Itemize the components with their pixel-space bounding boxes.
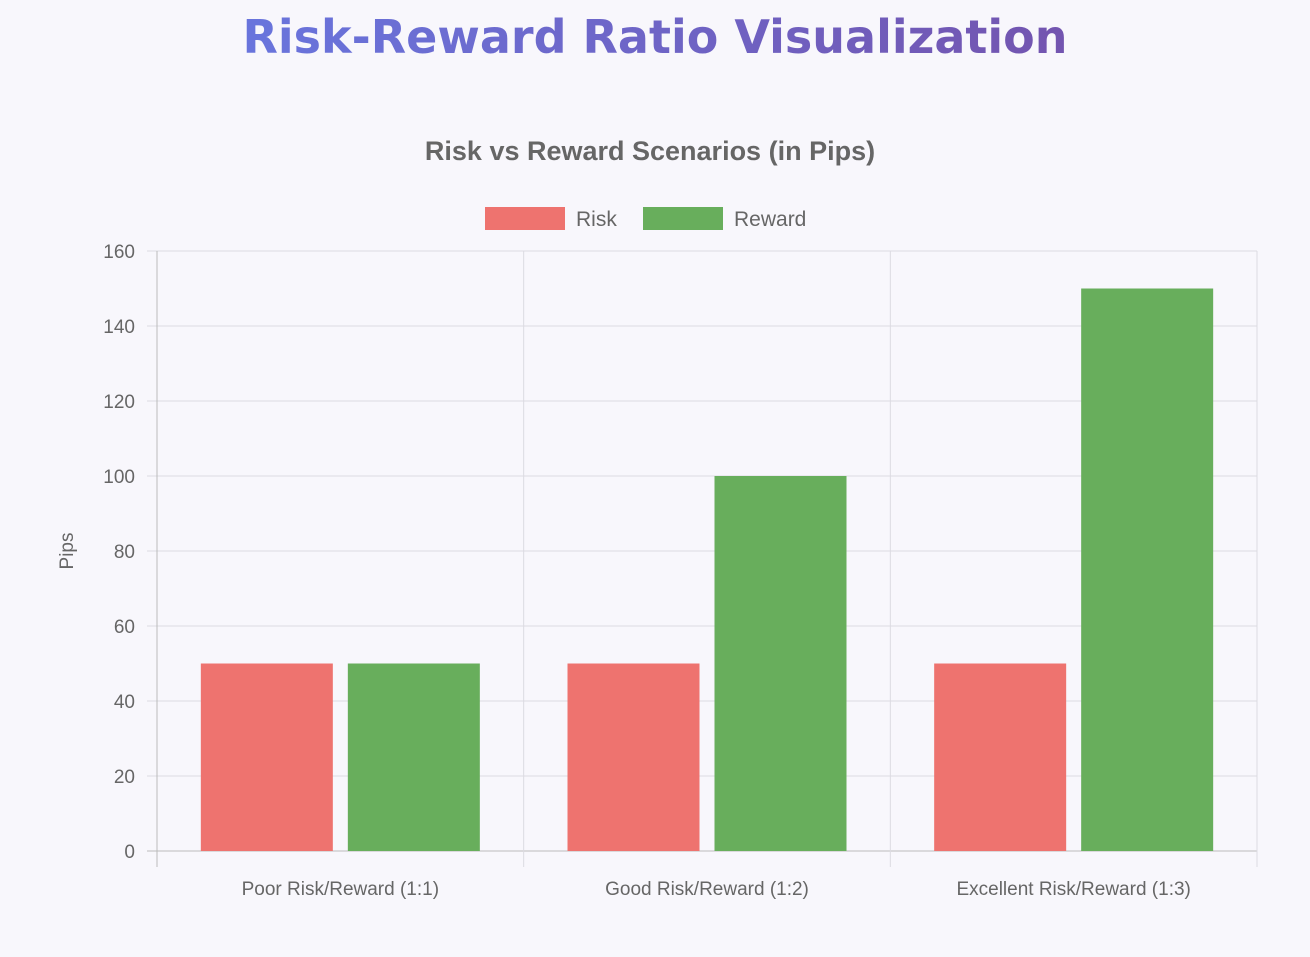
x-tick-label: Poor Risk/Reward (1:1) (242, 879, 439, 900)
y-tick-label: 0 (124, 842, 135, 863)
bar-risk (567, 663, 700, 851)
legend: Risk Reward (485, 207, 806, 231)
legend-swatch-risk (485, 207, 565, 230)
axis-labels: 0 20 40 60 80 100 120 140 160 Poor Risk/Reward (1… (103, 242, 1191, 900)
x-tick-label: Excellent Risk/Reward (1:3) (956, 879, 1190, 900)
y-tick-label: 160 (103, 242, 135, 263)
y-tick-label: 60 (114, 617, 135, 638)
y-tick-label: 40 (114, 692, 135, 713)
bars (200, 288, 1214, 851)
bar-reward (347, 663, 480, 851)
legend-swatch-reward (643, 207, 723, 230)
legend-label-reward: Reward (734, 208, 806, 231)
legend-label-risk: Risk (576, 208, 617, 231)
y-tick-label: 20 (114, 767, 135, 788)
y-tick-label: 140 (103, 317, 135, 338)
y-tick-label: 100 (103, 467, 135, 488)
chart-title: Risk vs Reward Scenarios (in Pips) (425, 136, 875, 166)
bar-reward (714, 476, 847, 851)
y-tick-label: 80 (114, 542, 135, 563)
bar-reward (1081, 288, 1214, 851)
y-axis-label: Pips (57, 533, 78, 570)
bar-risk (934, 663, 1067, 851)
page-title: Risk-Reward Ratio Visualization (0, 10, 1310, 64)
y-tick-label: 120 (103, 392, 135, 413)
x-tick-label: Good Risk/Reward (1:2) (605, 879, 809, 900)
bar-risk (200, 663, 333, 851)
